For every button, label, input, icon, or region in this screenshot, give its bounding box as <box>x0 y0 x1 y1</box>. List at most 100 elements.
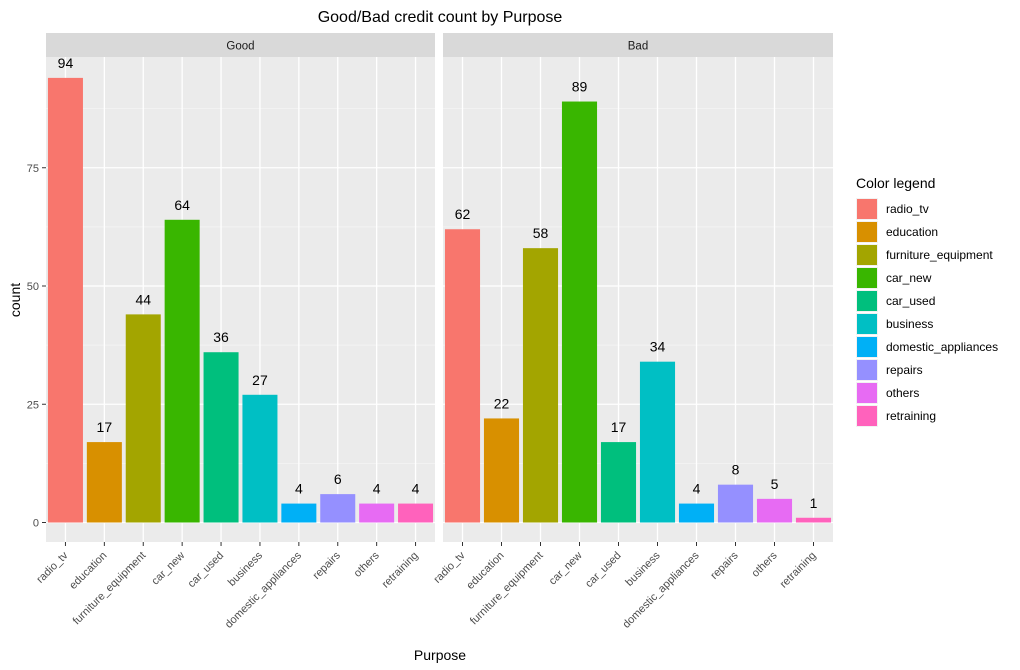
legend-label: repairs <box>886 363 923 377</box>
data-label: 4 <box>693 481 701 497</box>
legend-swatch <box>857 245 877 265</box>
bar-retraining <box>795 517 832 523</box>
legend-swatch <box>857 337 877 357</box>
legend-item-repairs: repairs <box>856 359 923 381</box>
x-tick-label: retraining <box>380 550 421 591</box>
x-tick-label: car_used <box>186 550 226 590</box>
data-label: 4 <box>295 481 303 497</box>
x-tick-label: radio_tv <box>431 549 468 586</box>
legend-swatch <box>857 291 877 311</box>
bar-car_new <box>164 219 200 523</box>
legend: Color legend radio_tv education furniture_… <box>856 175 998 427</box>
y-tick-label: 25 <box>27 399 39 411</box>
x-tick-label: retraining <box>778 550 819 591</box>
legend-item-furniture_equipment: furniture_equipment <box>856 244 993 266</box>
data-label: 94 <box>58 55 74 71</box>
legend-label: car_new <box>886 271 932 285</box>
data-label: 4 <box>373 481 381 497</box>
x-tick-label: domestic_appliances <box>620 549 701 630</box>
bar-furniture_equipment <box>522 248 559 523</box>
x-tick-label: car_new <box>149 550 187 588</box>
legend-item-car_used: car_used <box>856 290 935 312</box>
y-tick-label: 50 <box>27 281 39 293</box>
data-label: 58 <box>533 225 549 241</box>
legend-swatch <box>857 406 877 426</box>
legend-item-domestic_appliances: domestic_appliances <box>856 336 998 358</box>
bar-education <box>483 418 520 523</box>
data-label: 4 <box>412 481 420 497</box>
legend-label: education <box>886 225 938 239</box>
legend-label: car_used <box>886 294 935 308</box>
data-label: 17 <box>611 419 627 435</box>
x-tick-label: furniture_equipment <box>468 550 546 628</box>
x-axis-title: Purpose <box>414 647 466 663</box>
bar-car_new <box>561 101 598 523</box>
legend-label: business <box>886 317 933 331</box>
facet-strip <box>46 33 435 57</box>
data-label: 36 <box>213 329 229 345</box>
bar-car_used <box>203 352 239 523</box>
data-label: 5 <box>771 476 779 492</box>
panel-bad: Bad62radio_tv22education58furniture_equi… <box>431 33 833 631</box>
legend-swatch <box>857 383 877 403</box>
legend-swatch <box>857 314 877 334</box>
bar-business <box>242 394 278 523</box>
legend-item-business: business <box>856 313 933 335</box>
data-label: 44 <box>135 291 151 307</box>
legend-title: Color legend <box>856 175 935 191</box>
x-tick-label: business <box>623 549 663 589</box>
data-label: 64 <box>174 197 190 213</box>
x-tick-label: car_used <box>583 550 623 590</box>
data-label: 1 <box>810 495 818 511</box>
y-axis-title: count <box>7 283 23 317</box>
facet-strip-label: Good <box>226 41 254 53</box>
legend-item-car_new: car_new <box>856 267 932 289</box>
data-label: 62 <box>455 206 471 222</box>
x-tick-label: repairs <box>708 549 741 582</box>
bar-domestic_appliances <box>281 503 317 523</box>
panels: Good94radio_tv17education44furniture_equ… <box>34 33 833 631</box>
legend-label: retraining <box>886 409 936 423</box>
data-label: 34 <box>650 339 666 355</box>
bar-repairs <box>320 494 356 523</box>
x-tick-label: domestic_appliances <box>223 549 304 630</box>
facet-strip <box>443 33 833 57</box>
data-label: 27 <box>252 372 268 388</box>
panel-good: Good94radio_tv17education44furniture_equ… <box>34 33 435 631</box>
legend-swatch <box>857 222 877 242</box>
bar-business <box>639 361 676 523</box>
legend-label: others <box>886 386 919 400</box>
y-axis: 0 25 50 75 <box>27 163 46 530</box>
facet-strip-label: Bad <box>628 41 648 53</box>
x-tick-label: furniture_equipment <box>71 550 149 628</box>
x-tick-label: business <box>226 549 266 589</box>
x-tick-label: repairs <box>311 549 344 582</box>
bar-furniture_equipment <box>125 314 161 523</box>
x-tick-label: others <box>750 549 780 579</box>
chart-title: Good/Bad credit count by Purpose <box>318 9 563 26</box>
x-tick-label: others <box>352 549 382 579</box>
legend-swatch <box>857 360 877 380</box>
x-tick-label: radio_tv <box>34 549 71 586</box>
bar-repairs <box>717 484 754 523</box>
bar-retraining <box>398 503 434 523</box>
y-tick-label: 75 <box>27 163 39 175</box>
data-label: 6 <box>334 471 342 487</box>
bar-education <box>86 442 122 523</box>
legend-item-retraining: retraining <box>856 405 936 427</box>
legend-label: furniture_equipment <box>886 248 993 262</box>
bar-others <box>756 498 793 523</box>
data-label: 8 <box>732 462 740 478</box>
legend-item-others: others <box>856 382 919 404</box>
legend-swatch <box>857 268 877 288</box>
data-label: 22 <box>494 395 510 411</box>
bar-car_used <box>600 442 637 523</box>
bar-radio_tv <box>47 77 83 523</box>
legend-swatch <box>857 199 877 219</box>
legend-label: domestic_appliances <box>886 340 998 354</box>
bar-radio_tv <box>444 229 481 523</box>
data-label: 89 <box>572 79 588 95</box>
y-tick-label: 0 <box>33 518 39 530</box>
data-label: 17 <box>97 419 113 435</box>
